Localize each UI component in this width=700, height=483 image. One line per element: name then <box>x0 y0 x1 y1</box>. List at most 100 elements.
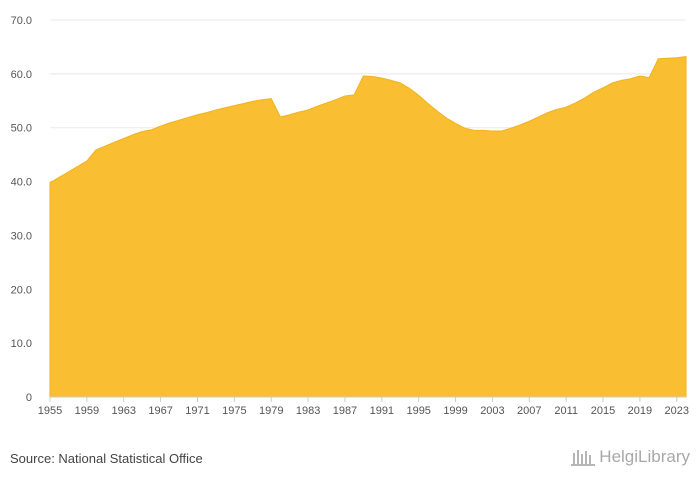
data-point <box>187 116 189 119</box>
source-note: Source: National Statistical Office <box>10 451 203 466</box>
x-tick-label: 1995 <box>406 405 430 417</box>
data-point <box>611 82 613 84</box>
data-point <box>685 56 687 58</box>
data-point <box>298 111 300 113</box>
data-point <box>49 182 51 184</box>
x-tick-label: 1955 <box>38 405 62 417</box>
x-tick-label: 1975 <box>222 405 246 417</box>
data-point <box>528 120 530 122</box>
data-point <box>427 102 429 105</box>
axes: 0 10.0 20.0 30.0 40.0 50.0 60.0 70.0 1955 1959 196… <box>11 15 689 417</box>
data-point <box>77 165 79 168</box>
x-tick-label: 2023 <box>665 405 689 417</box>
data-point <box>169 122 171 124</box>
data-point <box>206 112 208 114</box>
y-tick-label: 30.0 <box>11 230 32 242</box>
data-point <box>289 114 291 116</box>
x-tick-label: 1963 <box>111 405 135 417</box>
data-point <box>141 130 143 133</box>
data-point <box>113 141 116 143</box>
data-point <box>362 75 364 77</box>
data-point <box>408 87 411 89</box>
data-point <box>556 108 558 111</box>
x-tick-label: 2007 <box>517 405 541 417</box>
data-point <box>132 134 134 136</box>
data-point <box>418 94 420 96</box>
data-point <box>215 109 217 111</box>
data-point <box>242 102 245 105</box>
area-series <box>49 56 687 398</box>
x-tick-label: 2015 <box>591 405 615 417</box>
data-point <box>104 145 106 147</box>
data-point <box>501 130 503 132</box>
x-tick-label: 2003 <box>480 405 504 417</box>
data-point <box>67 171 70 173</box>
y-tick-label: 70.0 <box>11 15 32 27</box>
data-point <box>510 127 512 129</box>
y-tick-label: 0 <box>26 392 32 404</box>
data-point <box>270 98 272 100</box>
data-point <box>584 97 586 99</box>
data-point <box>574 102 576 104</box>
data-point <box>464 127 466 129</box>
data-point <box>344 95 346 97</box>
data-point <box>593 91 595 93</box>
y-tick-label: 10.0 <box>11 338 32 350</box>
data-point <box>261 99 263 101</box>
data-point <box>372 75 374 78</box>
y-tick-label: 60.0 <box>11 69 32 81</box>
x-tick-label: 1979 <box>259 405 283 417</box>
x-tick-label: 1999 <box>443 405 467 417</box>
data-point <box>86 160 88 162</box>
data-point <box>482 129 484 132</box>
area-fill <box>49 56 687 398</box>
data-point <box>547 112 549 114</box>
data-point <box>491 130 494 132</box>
data-point <box>390 79 392 81</box>
data-point <box>58 176 60 178</box>
library-icon <box>571 450 596 466</box>
data-point <box>565 106 567 108</box>
data-point <box>620 79 623 81</box>
data-point <box>123 137 125 140</box>
data-point <box>307 109 309 111</box>
y-tick-label: 50.0 <box>11 123 32 135</box>
x-tick-label: 2019 <box>628 405 652 417</box>
data-point <box>224 107 226 109</box>
data-point <box>279 116 282 118</box>
data-point <box>353 94 355 96</box>
data-point <box>196 114 199 116</box>
data-point <box>160 125 162 127</box>
x-tick-label: 1959 <box>75 405 99 417</box>
x-tick-label: 1967 <box>148 405 172 417</box>
data-point <box>252 100 254 102</box>
data-point <box>335 99 337 101</box>
x-tick-label: 1971 <box>185 405 209 417</box>
data-point <box>602 87 604 89</box>
y-tick-label: 40.0 <box>11 177 32 189</box>
x-tick-label: 1987 <box>333 405 357 417</box>
data-point <box>445 117 447 119</box>
data-point <box>436 110 438 112</box>
data-point <box>381 77 383 79</box>
data-point <box>639 75 641 77</box>
data-point <box>233 105 235 107</box>
data-point <box>399 82 401 84</box>
x-tick-label: 1983 <box>296 405 320 417</box>
data-point <box>519 124 521 126</box>
brand-name: HelgiLibrary <box>599 447 690 466</box>
data-point <box>676 57 678 59</box>
data-point <box>657 58 659 60</box>
data-point <box>316 105 318 107</box>
data-point <box>473 129 475 132</box>
data-point <box>150 129 152 131</box>
data-point <box>454 122 457 125</box>
data-point <box>325 102 328 104</box>
x-tick-label: 2011 <box>554 405 578 417</box>
data-point <box>648 77 650 79</box>
brand-logo[interactable]: HelgiLibrary <box>571 447 690 467</box>
y-tick-label: 20.0 <box>11 284 32 296</box>
x-tick-label: 1991 <box>370 405 394 417</box>
data-point <box>95 149 97 151</box>
